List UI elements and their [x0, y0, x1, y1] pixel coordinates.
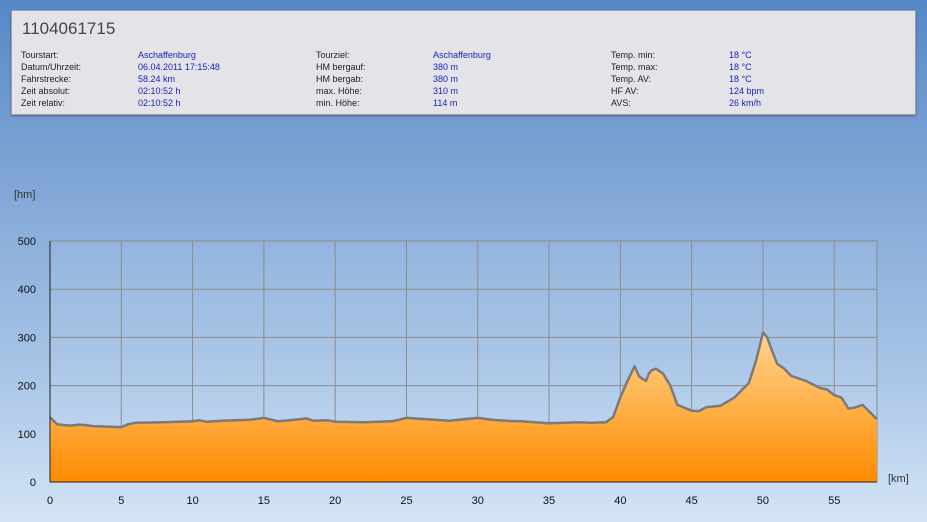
y-tick-label: 400 [18, 284, 36, 296]
axes [49, 241, 877, 483]
x-tick-label: 0 [47, 495, 53, 507]
info-label: Temp. max: [611, 62, 658, 72]
info-label: max. Höhe: [316, 86, 363, 96]
x-tick-label: 20 [329, 495, 341, 507]
info-label: HM bergab: [316, 74, 364, 84]
info-value: 02:10:52 h [138, 86, 181, 96]
info-label: Fahrstrecke: [21, 74, 72, 84]
info-value: 380 m [433, 62, 459, 72]
info-value: 18 °C [729, 62, 752, 72]
info-value: 380 m [433, 74, 459, 84]
info-value: 124 bpm [729, 86, 765, 96]
info-label: Datum/Uhrzeit: [21, 62, 82, 72]
x-axis-label: [km] [888, 473, 909, 485]
elevation-line [49, 331, 878, 429]
y-tick-label: 500 [18, 236, 36, 248]
x-tick-label: 55 [828, 495, 840, 507]
tick-labels: 0 5 10 15 20 25 30 35 40 45 50 55 0 100 200 300 400 500 [18, 236, 841, 507]
info-label: Zeit relativ: [21, 98, 66, 108]
x-tick-label: 10 [186, 495, 198, 507]
info-label: Tourstart: [21, 50, 59, 60]
info-label: min. Höhe: [316, 98, 360, 108]
x-tick-label: 35 [543, 495, 555, 507]
x-tick-label: 50 [757, 495, 769, 507]
info-label: AVS: [611, 98, 631, 108]
info-value: 18 °C [729, 74, 752, 84]
x-tick-label: 15 [258, 495, 270, 507]
y-tick-label: 100 [18, 429, 36, 441]
x-tick-label: 5 [118, 495, 124, 507]
info-value: 06.04.2011 17:15:48 [138, 62, 220, 72]
x-tick-label: 25 [400, 495, 412, 507]
info-value: 58.24 km [138, 74, 176, 84]
info-label: HF AV: [611, 86, 639, 96]
info-value: 18 °C [729, 50, 752, 60]
info-value: 26 km/h [729, 98, 762, 108]
y-tick-label: 200 [18, 381, 36, 393]
x-tick-label: 40 [614, 495, 626, 507]
info-label: HM bergauf: [316, 62, 366, 72]
info-label: Temp. AV: [611, 74, 652, 84]
x-tick-label: 30 [472, 495, 484, 507]
y-axis-label: [hm] [14, 189, 35, 201]
info-label: Tourziel: [316, 50, 350, 60]
info-value: Aschaffenburg [138, 50, 196, 60]
info-value: Aschaffenburg [433, 50, 491, 60]
tour-info-panel: 1104061715 Tourstart: Aschaffenburg Datum… [11, 10, 916, 115]
tour-id-title: 1104061715 [22, 19, 116, 38]
info-label: Zeit absolut: [21, 86, 71, 96]
elevation-area [50, 332, 877, 482]
x-tick-label: 45 [686, 495, 698, 507]
info-value: 114 m [433, 98, 458, 108]
info-label: Temp. min: [611, 50, 656, 60]
info-value: 310 m [433, 86, 459, 96]
y-tick-label: 0 [30, 477, 36, 489]
y-tick-label: 300 [18, 332, 36, 344]
info-value: 02:10:52 h [138, 98, 181, 108]
